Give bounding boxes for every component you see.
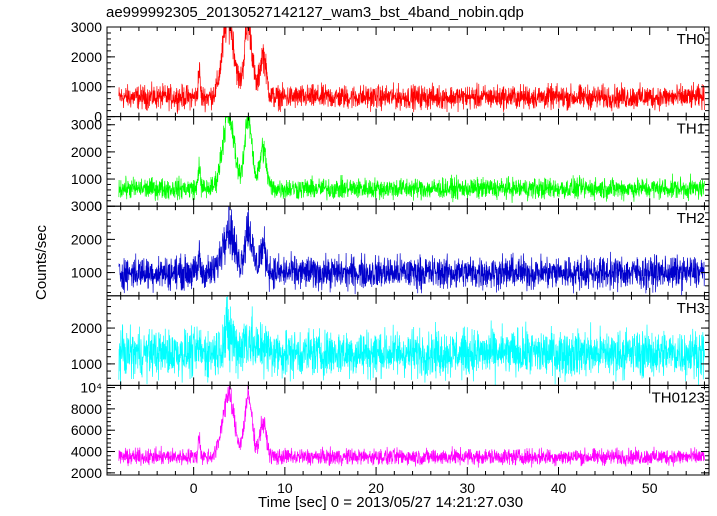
y-tick-label: 1000 bbox=[71, 265, 102, 281]
series-line-th0123 bbox=[118, 385, 705, 468]
y-tick-label: 10⁴ bbox=[80, 380, 102, 396]
y-tick-label: 3000 bbox=[71, 19, 102, 35]
y-tick-label: 2000 bbox=[71, 231, 102, 247]
y-tick-label: 4000 bbox=[71, 444, 102, 460]
panel-label-th3: TH3 bbox=[677, 300, 705, 317]
series-line-th0 bbox=[118, 27, 705, 114]
x-tick-label: 50 bbox=[642, 480, 658, 496]
panel-frame-th2 bbox=[106, 205, 710, 297]
y-tick-label: 6000 bbox=[71, 422, 102, 438]
series-line-th3 bbox=[118, 296, 705, 386]
y-tick-label: 8000 bbox=[71, 401, 102, 417]
panel-label-th1: TH1 bbox=[677, 121, 705, 138]
series-line-th2 bbox=[118, 206, 705, 296]
y-tick-label: 2000 bbox=[71, 49, 102, 65]
x-tick-label: 30 bbox=[459, 480, 475, 496]
x-tick-label: 20 bbox=[368, 480, 384, 496]
y-tick-label: 0 bbox=[94, 109, 102, 125]
x-axis-label: Time [sec] 0 = 2013/05/27 14:21:27.030 bbox=[258, 494, 524, 511]
panel-label-th0123: TH0123 bbox=[652, 389, 705, 406]
x-tick-label: 0 bbox=[190, 480, 198, 496]
y-tick-label: 1000 bbox=[71, 356, 102, 372]
y-tick-label: 2000 bbox=[71, 465, 102, 481]
y-tick-label: 1000 bbox=[71, 79, 102, 95]
y-tick-label: 3000 bbox=[71, 198, 102, 214]
panel-label-th2: TH2 bbox=[677, 210, 705, 227]
y-tick-label: 0 bbox=[94, 198, 102, 214]
y-tick-label: 1000 bbox=[71, 171, 102, 187]
y-tick-label: 2000 bbox=[71, 144, 102, 160]
y-tick-label: 2000 bbox=[71, 320, 102, 336]
series-line-th1 bbox=[118, 116, 705, 203]
panel-label-th0: TH0 bbox=[677, 31, 705, 48]
x-tick-label: 10 bbox=[277, 480, 293, 496]
x-tick-label: 40 bbox=[551, 480, 567, 496]
y-tick-label: 3000 bbox=[71, 117, 102, 133]
chart-title: ae999992305_20130527142127_wam3_bst_4ban… bbox=[106, 4, 524, 21]
